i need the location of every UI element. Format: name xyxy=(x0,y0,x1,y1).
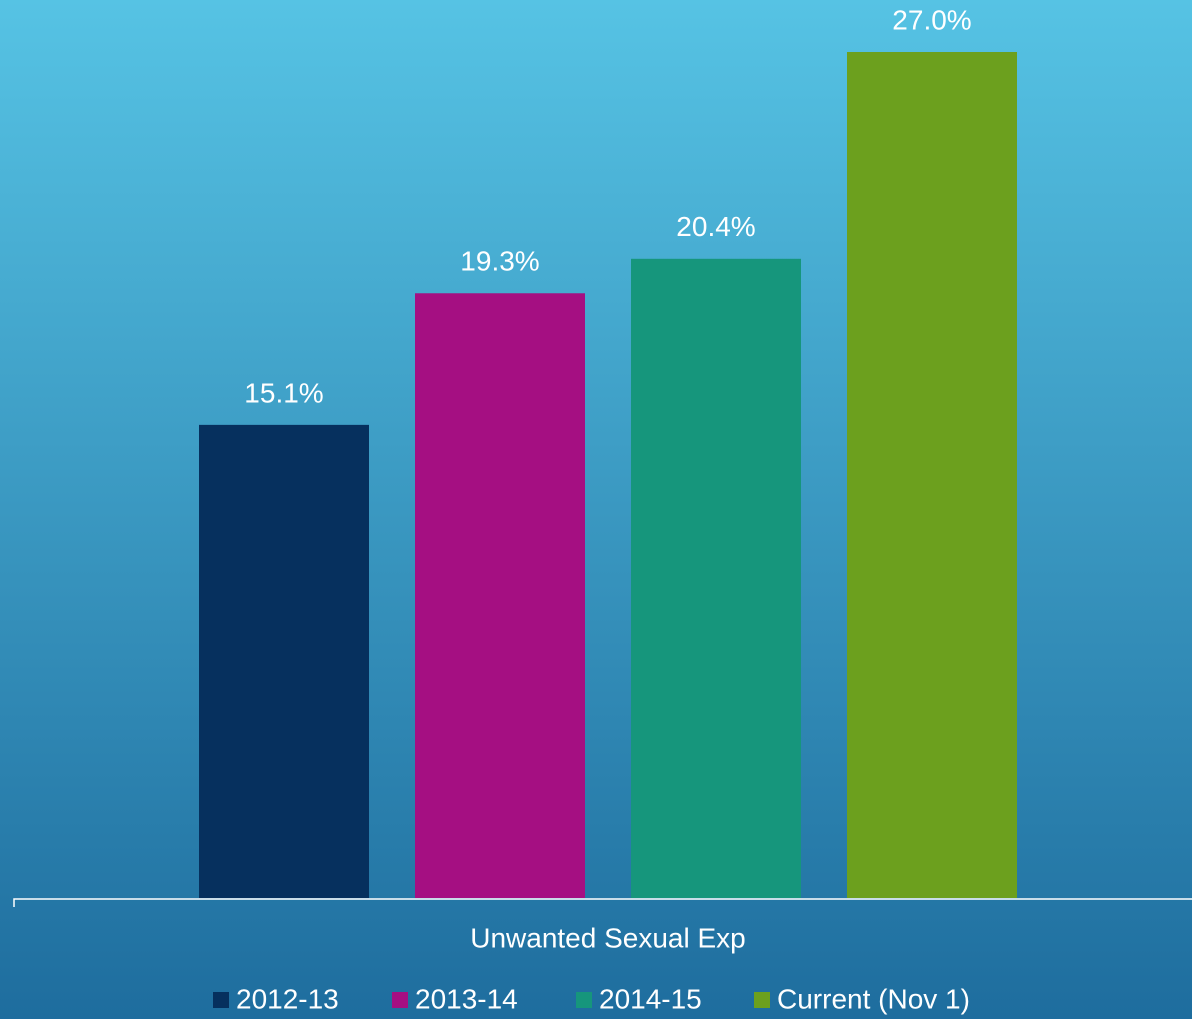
bar xyxy=(631,258,801,898)
data-label: 15.1% xyxy=(244,377,323,408)
legend-label: 2012-13 xyxy=(236,983,339,1014)
bar xyxy=(415,293,585,898)
data-label: 20.4% xyxy=(676,211,755,242)
x-axis xyxy=(13,898,1192,907)
legend-swatch xyxy=(754,992,770,1008)
legend-swatch xyxy=(213,992,229,1008)
legend-label: 2014-15 xyxy=(599,983,702,1014)
x-tick-label: Unwanted Sexual Exp xyxy=(470,922,746,953)
legend-swatch xyxy=(392,992,408,1008)
legend-label: Current (Nov 1) xyxy=(777,983,970,1014)
bar xyxy=(847,52,1017,898)
legend-swatch xyxy=(576,992,592,1008)
bar xyxy=(199,424,369,898)
data-label: 27.0% xyxy=(892,4,971,35)
data-label: 19.3% xyxy=(460,246,539,277)
legend-label: 2013-14 xyxy=(415,983,518,1014)
